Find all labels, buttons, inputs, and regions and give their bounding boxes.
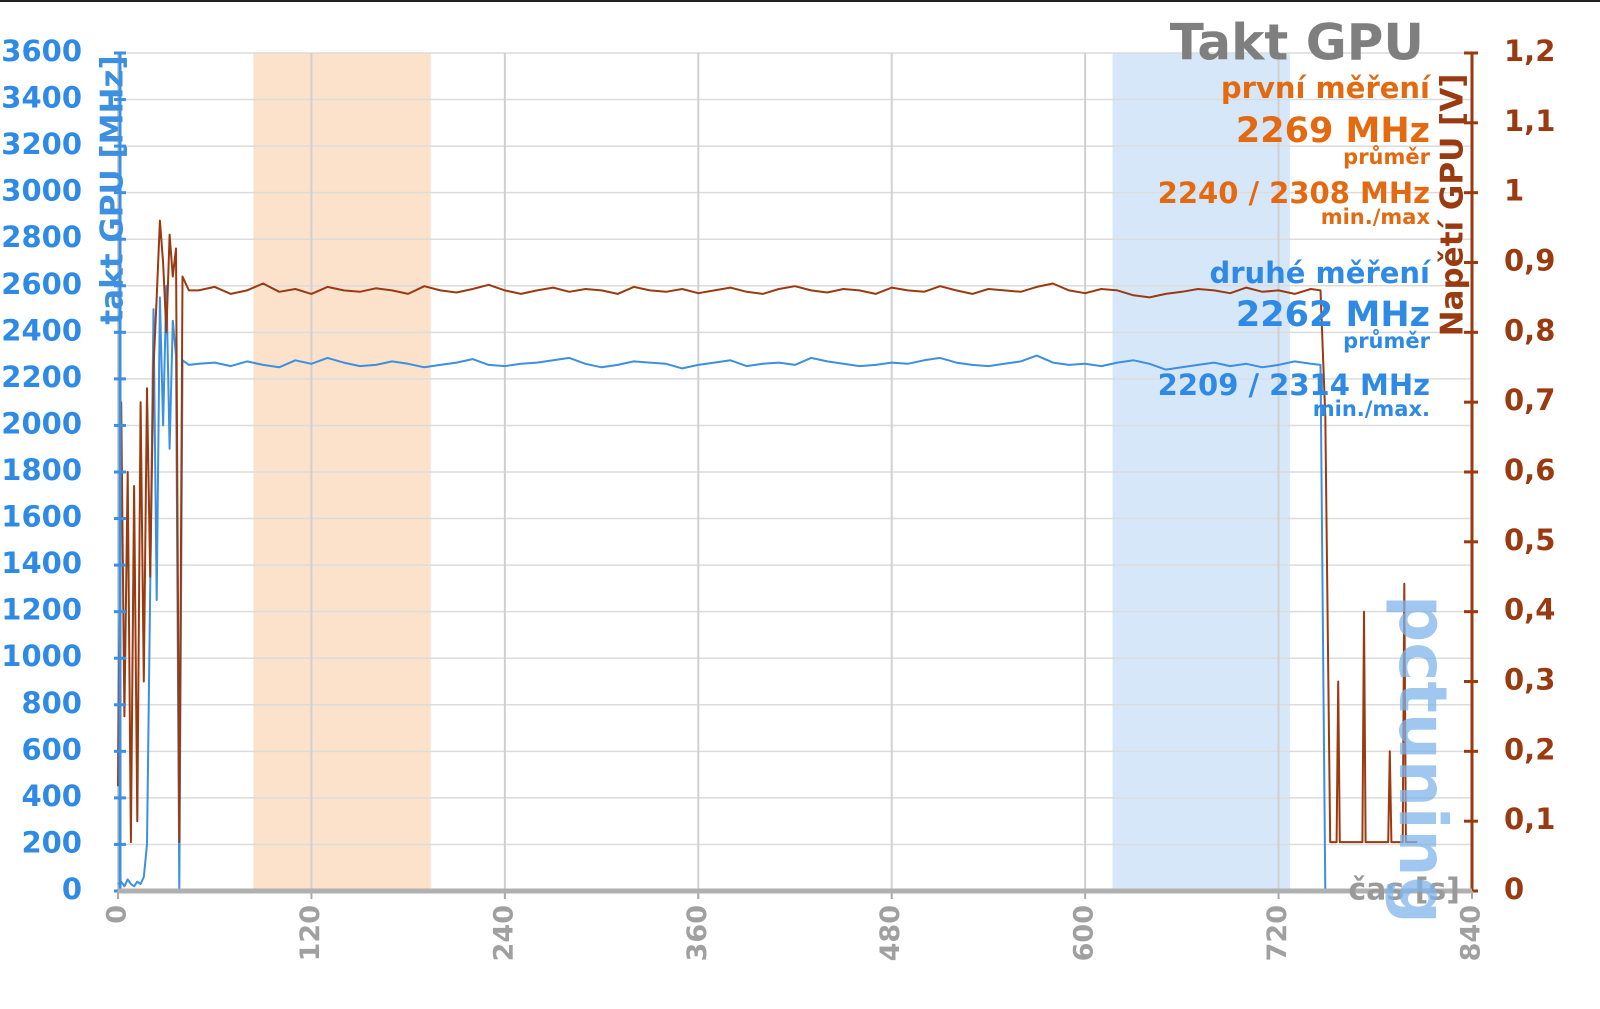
y-tick-label: 3200 xyxy=(1,127,82,161)
series-line xyxy=(117,284,1363,892)
annotation: průměr xyxy=(1343,329,1430,353)
y2-tick-label: 0,6 xyxy=(1504,453,1555,487)
annotation: min./max xyxy=(1321,205,1431,229)
annotation: 2262 MHz xyxy=(1236,295,1430,335)
logo: pctuning xyxy=(1384,595,1461,924)
y2-tick-label: 0,1 xyxy=(1504,802,1555,836)
x-tick-label: 840 xyxy=(1456,905,1487,961)
y-tick-label: 2400 xyxy=(1,313,82,347)
y-tick-label: 2200 xyxy=(1,360,82,394)
y2-tick-label: 0 xyxy=(1504,872,1524,906)
y-tick-label: 2800 xyxy=(1,220,82,254)
y2-tick-label: 1,1 xyxy=(1504,104,1555,138)
y2-tick-label: 0,3 xyxy=(1504,663,1555,697)
y-tick-label: 1600 xyxy=(1,500,82,534)
y-tick-label: 800 xyxy=(21,686,82,720)
y2-tick-label: 0,2 xyxy=(1504,732,1555,766)
y-tick-label: 2000 xyxy=(1,406,82,440)
y-tick-label: 1200 xyxy=(1,593,82,627)
y-tick-label: 200 xyxy=(21,825,82,859)
chart-title: Takt GPU xyxy=(1170,14,1424,72)
annotation: druhé měření xyxy=(1209,256,1432,290)
y2-tick-label: 0,9 xyxy=(1504,244,1555,278)
y-tick-label: 600 xyxy=(21,732,82,766)
y-tick-label: 3600 xyxy=(1,34,82,68)
annotation: první měření xyxy=(1221,71,1432,105)
y2-tick-label: 1,2 xyxy=(1504,34,1555,68)
annotation: průměr xyxy=(1343,145,1430,169)
y-tick-label: 1400 xyxy=(1,546,82,580)
y2-tick-label: 0,7 xyxy=(1504,383,1555,417)
x-axis-label: čas [s] xyxy=(1348,873,1460,908)
y-tick-label: 0 xyxy=(62,872,82,906)
y-tick-label: 3400 xyxy=(1,81,82,115)
series-line xyxy=(117,219,1418,844)
annotation: 2240 / 2308 MHz xyxy=(1158,176,1430,210)
y2-tick-label: 1 xyxy=(1504,174,1524,208)
x-tick-label: 0 xyxy=(102,905,133,924)
x-tick-label: 480 xyxy=(875,905,906,961)
annotation: min./max. xyxy=(1313,397,1430,421)
lines xyxy=(117,219,1418,892)
x-tick-label: 720 xyxy=(1262,905,1293,961)
y-tick-label: 400 xyxy=(21,779,82,813)
y-tick-label: 1000 xyxy=(1,639,82,673)
axes: 0200400600800100012001400160018002000220… xyxy=(1,34,1555,961)
y2-tick-label: 0,8 xyxy=(1504,313,1555,347)
x-tick-label: 360 xyxy=(682,905,713,961)
annotation: 2269 MHz xyxy=(1236,111,1430,151)
y2-axis-label: Napětí GPU [V] xyxy=(1435,74,1471,337)
y-tick-label: 2600 xyxy=(1,267,82,301)
y2-tick-label: 0,4 xyxy=(1504,593,1555,627)
y-axis-label: takt GPU [MHz] xyxy=(95,55,131,324)
x-tick-label: 240 xyxy=(488,905,519,961)
y2-tick-label: 0,5 xyxy=(1504,523,1555,557)
y-tick-label: 3000 xyxy=(1,174,82,208)
grid xyxy=(117,52,1473,892)
x-tick-label: 120 xyxy=(295,905,326,961)
annotation: 2209 / 2314 MHz xyxy=(1158,368,1430,402)
x-tick-label: 600 xyxy=(1069,905,1100,961)
y-tick-label: 1800 xyxy=(1,453,82,487)
